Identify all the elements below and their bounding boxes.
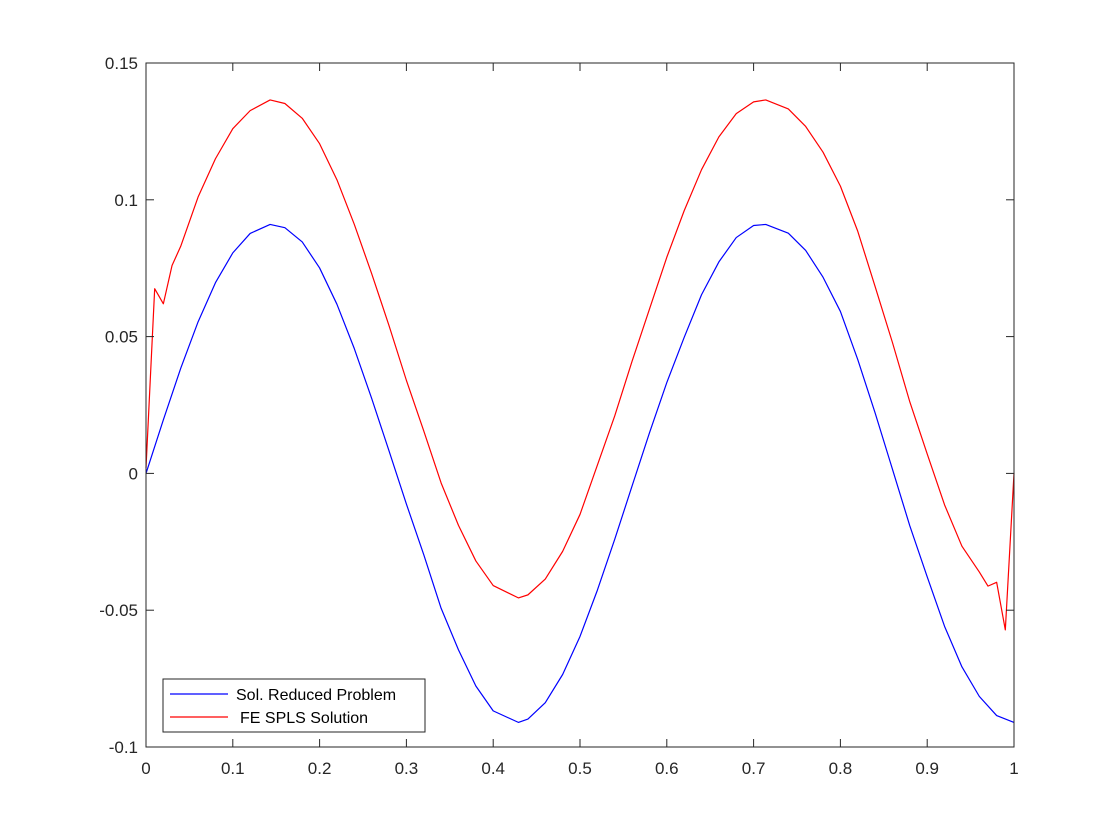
legend-label-reduced-problem: Sol. Reduced Problem: [236, 687, 396, 704]
y-tick-label: 0.05: [105, 328, 138, 347]
x-tick-label: 0.2: [308, 759, 332, 778]
x-tick-label: 0.8: [829, 759, 853, 778]
x-tick-label: 0.1: [221, 759, 245, 778]
x-tick-label: 1: [1009, 759, 1018, 778]
axes-box: [145, 62, 1015, 748]
x-tick-label: 0.6: [655, 759, 679, 778]
series-layer: [145, 99, 1015, 723]
x-tick-label: 0.9: [915, 759, 939, 778]
series-line-fe-spls: [145, 99, 1015, 631]
x-tick-label: 0: [141, 759, 150, 778]
series-line-reduced-problem: [145, 223, 1015, 723]
tick-labels: 0 0.1 0.2 0.3 0.4 0.5 0.6 0.7 0.8 0.9 1 -0.1 -0.05 0 0…: [99, 54, 1018, 778]
x-tick-label: 0.7: [742, 759, 766, 778]
legend-label-fe-spls: FE SPLS Solution: [240, 710, 368, 727]
plot-area: [146, 63, 1014, 747]
y-tick-label: -0.1: [109, 738, 138, 757]
y-tick-label: 0: [129, 464, 138, 483]
y-tick-label: 0.15: [105, 54, 138, 73]
y-tick-label: -0.05: [99, 601, 138, 620]
x-tick-label: 0.4: [481, 759, 505, 778]
legend: Sol. Reduced Problem FE SPLS Solution: [162, 678, 426, 733]
legend-box: [162, 678, 426, 733]
y-tick-label: 0.1: [114, 191, 138, 210]
x-tick-label: 0.5: [568, 759, 592, 778]
x-tick-label: 0.3: [395, 759, 419, 778]
